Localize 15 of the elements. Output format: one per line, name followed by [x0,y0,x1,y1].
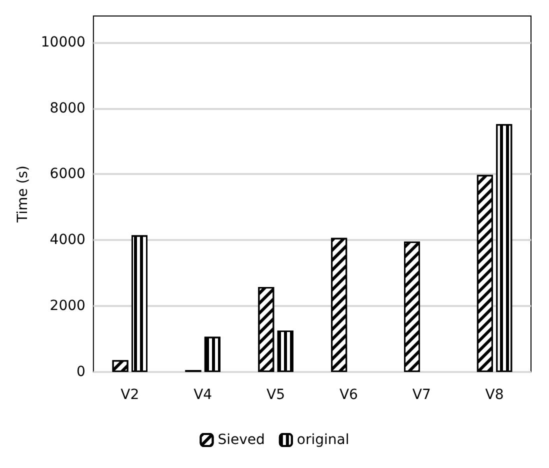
y-axis-title: Time (s) [15,166,31,224]
x-tick-label: V5 [266,387,285,403]
y-tick-label: 2000 [50,298,86,314]
x-tick-label: V7 [412,387,431,403]
y-tick-label: 10000 [40,34,86,50]
y-tick-label: 4000 [50,232,86,248]
y-tick-label: 8000 [50,100,86,116]
legend-label: Sieved [218,432,265,448]
x-tick-label: V8 [485,387,504,403]
x-tick-label: V2 [120,387,140,403]
y-tick-label: 0 [76,364,86,380]
legend-label: original [296,432,350,448]
y-tick-label: 6000 [50,166,86,182]
x-tick-label: V4 [194,387,212,403]
x-tick-label: V6 [339,387,358,403]
